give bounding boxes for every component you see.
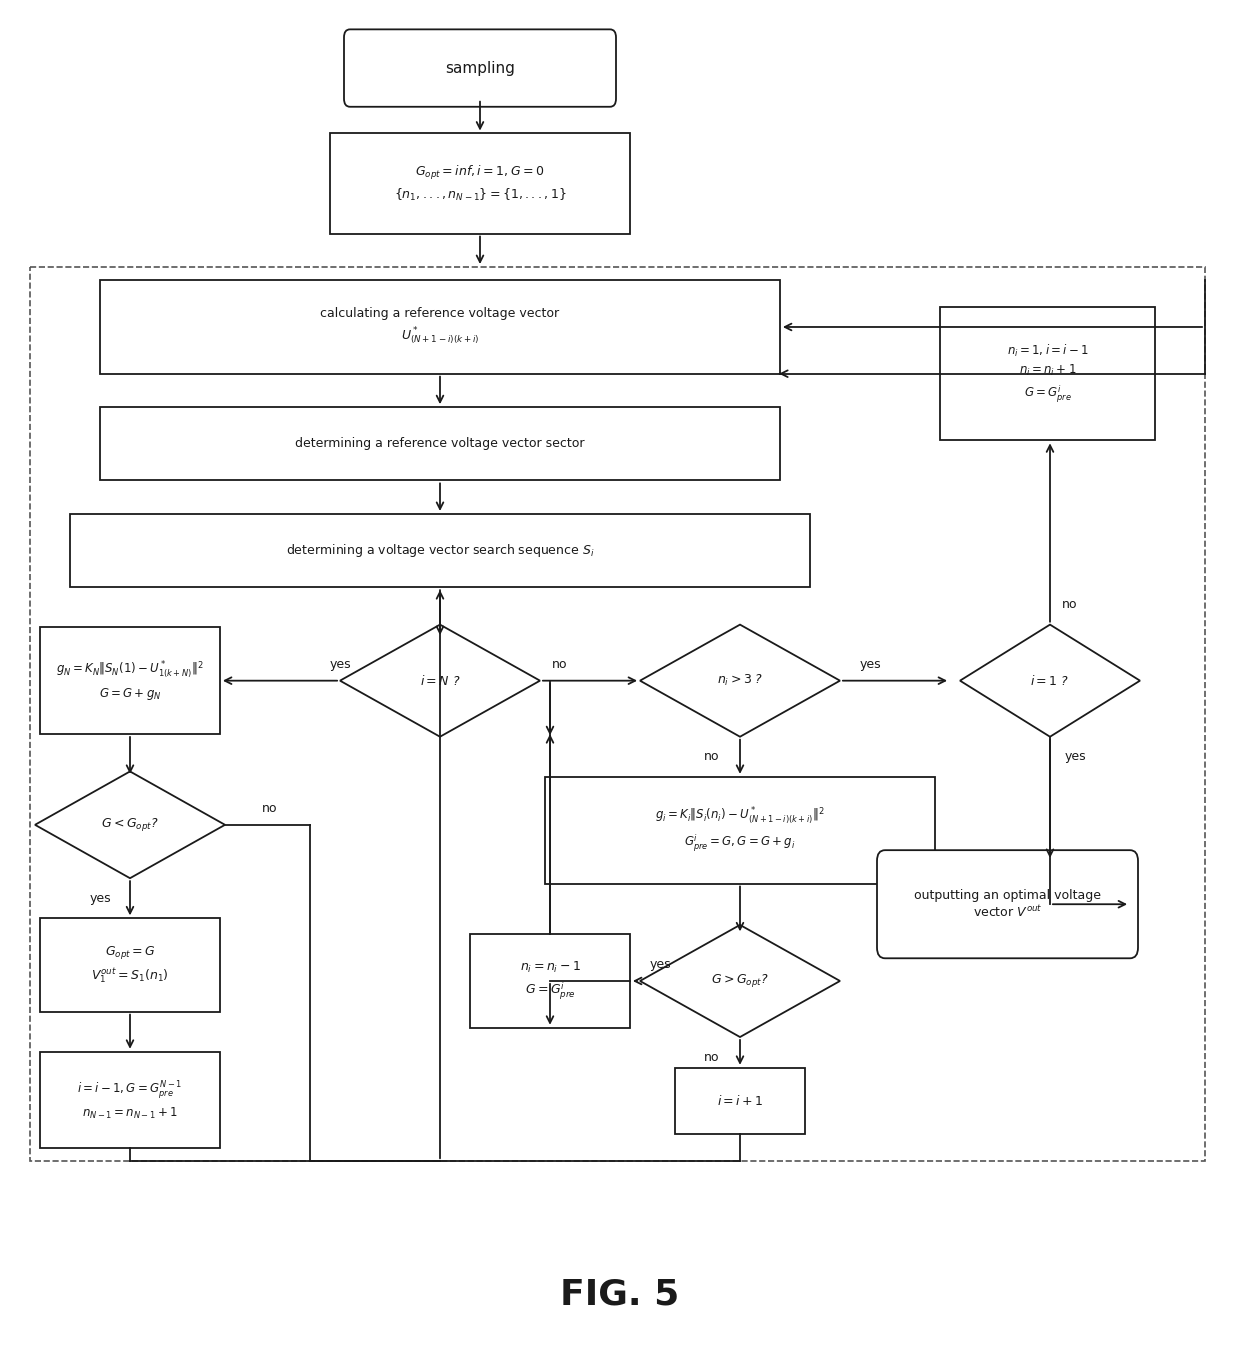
Text: $i=i-1, G=G^{N-1}_{pre}$
$n_{N-1}=n_{N-1}+1$: $i=i-1, G=G^{N-1}_{pre}$ $n_{N-1}=n_{N-1…	[77, 1078, 182, 1120]
Bar	[940, 307, 1154, 441]
Bar	[40, 627, 219, 735]
Text: $n_i=n_i-1$
$G=G^i_{pre}$: $n_i=n_i-1$ $G=G^i_{pre}$	[520, 960, 580, 1002]
Text: yes: yes	[1064, 751, 1086, 763]
Text: yes: yes	[329, 658, 351, 671]
Bar	[675, 1068, 805, 1135]
Text: $n_i>3$ ?: $n_i>3$ ?	[717, 673, 763, 689]
Text: yes: yes	[89, 892, 110, 905]
Text: $i=1$ ?: $i=1$ ?	[1030, 674, 1070, 687]
Polygon shape	[340, 624, 539, 737]
Text: $n_i=1, i=i-1$
$n_i=n_i+1$
$G=G^i_{pre}$: $n_i=1, i=i-1$ $n_i=n_i+1$ $G=G^i_{pre}$	[1007, 342, 1089, 404]
FancyBboxPatch shape	[343, 30, 616, 106]
Bar	[100, 280, 780, 373]
Bar	[30, 267, 1205, 1161]
Text: FIG. 5: FIG. 5	[560, 1278, 680, 1312]
Text: yes: yes	[650, 958, 671, 972]
Text: $i=i+1$: $i=i+1$	[717, 1095, 763, 1108]
Text: calculating a reference voltage vector
$U^*_{(N+1-i)(k+i)}$: calculating a reference voltage vector $…	[320, 307, 559, 348]
Bar	[40, 1051, 219, 1147]
Polygon shape	[35, 771, 224, 878]
Bar	[546, 776, 935, 883]
Bar	[40, 918, 219, 1011]
Text: no: no	[704, 1050, 719, 1064]
Polygon shape	[960, 624, 1140, 737]
Text: $G>G_{opt}$?: $G>G_{opt}$?	[711, 972, 769, 989]
Text: outputting an optimal voltage
vector $V^{out}$: outputting an optimal voltage vector $V^…	[914, 888, 1101, 919]
Text: $i=N$ ?: $i=N$ ?	[419, 674, 460, 687]
Polygon shape	[640, 624, 839, 737]
Bar	[470, 934, 630, 1027]
Text: no: no	[1063, 599, 1078, 611]
Bar	[100, 407, 780, 480]
Text: determining a voltage vector search sequence $S_i$: determining a voltage vector search sequ…	[285, 542, 594, 559]
Text: $g_N=K_N\|S_N(1)-U^*_{1(k+N)}\|^2$
$G=G+g_N$: $g_N=K_N\|S_N(1)-U^*_{1(k+N)}\|^2$ $G=G+…	[56, 659, 203, 701]
Text: determining a reference voltage vector sector: determining a reference voltage vector s…	[295, 437, 585, 450]
Text: $G_{opt}=inf, i=1, G=0$
$\{n_1,...,n_{N-1}\}=\{1,...,1\}$: $G_{opt}=inf, i=1, G=0$ $\{n_1,...,n_{N-…	[393, 164, 567, 204]
Text: sampling: sampling	[445, 61, 515, 75]
FancyBboxPatch shape	[877, 851, 1138, 958]
Text: no: no	[552, 658, 568, 671]
Text: yes: yes	[859, 658, 880, 671]
Polygon shape	[640, 925, 839, 1037]
Bar	[330, 133, 630, 233]
Text: $G_{opt}=G$
$V_1^{out}=S_1(n_1)$: $G_{opt}=G$ $V_1^{out}=S_1(n_1)$	[91, 944, 169, 985]
Bar	[69, 514, 810, 588]
Text: $g_i=K_i\|S_i(n_i)-U^*_{(N+1-i)(k+i)}\|^2$
$G^i_{pre}=G, G=G+g_i$: $g_i=K_i\|S_i(n_i)-U^*_{(N+1-i)(k+i)}\|^…	[655, 806, 825, 855]
Text: $G<G_{opt}$?: $G<G_{opt}$?	[102, 817, 159, 833]
Text: no: no	[262, 802, 278, 816]
Text: no: no	[704, 751, 719, 763]
